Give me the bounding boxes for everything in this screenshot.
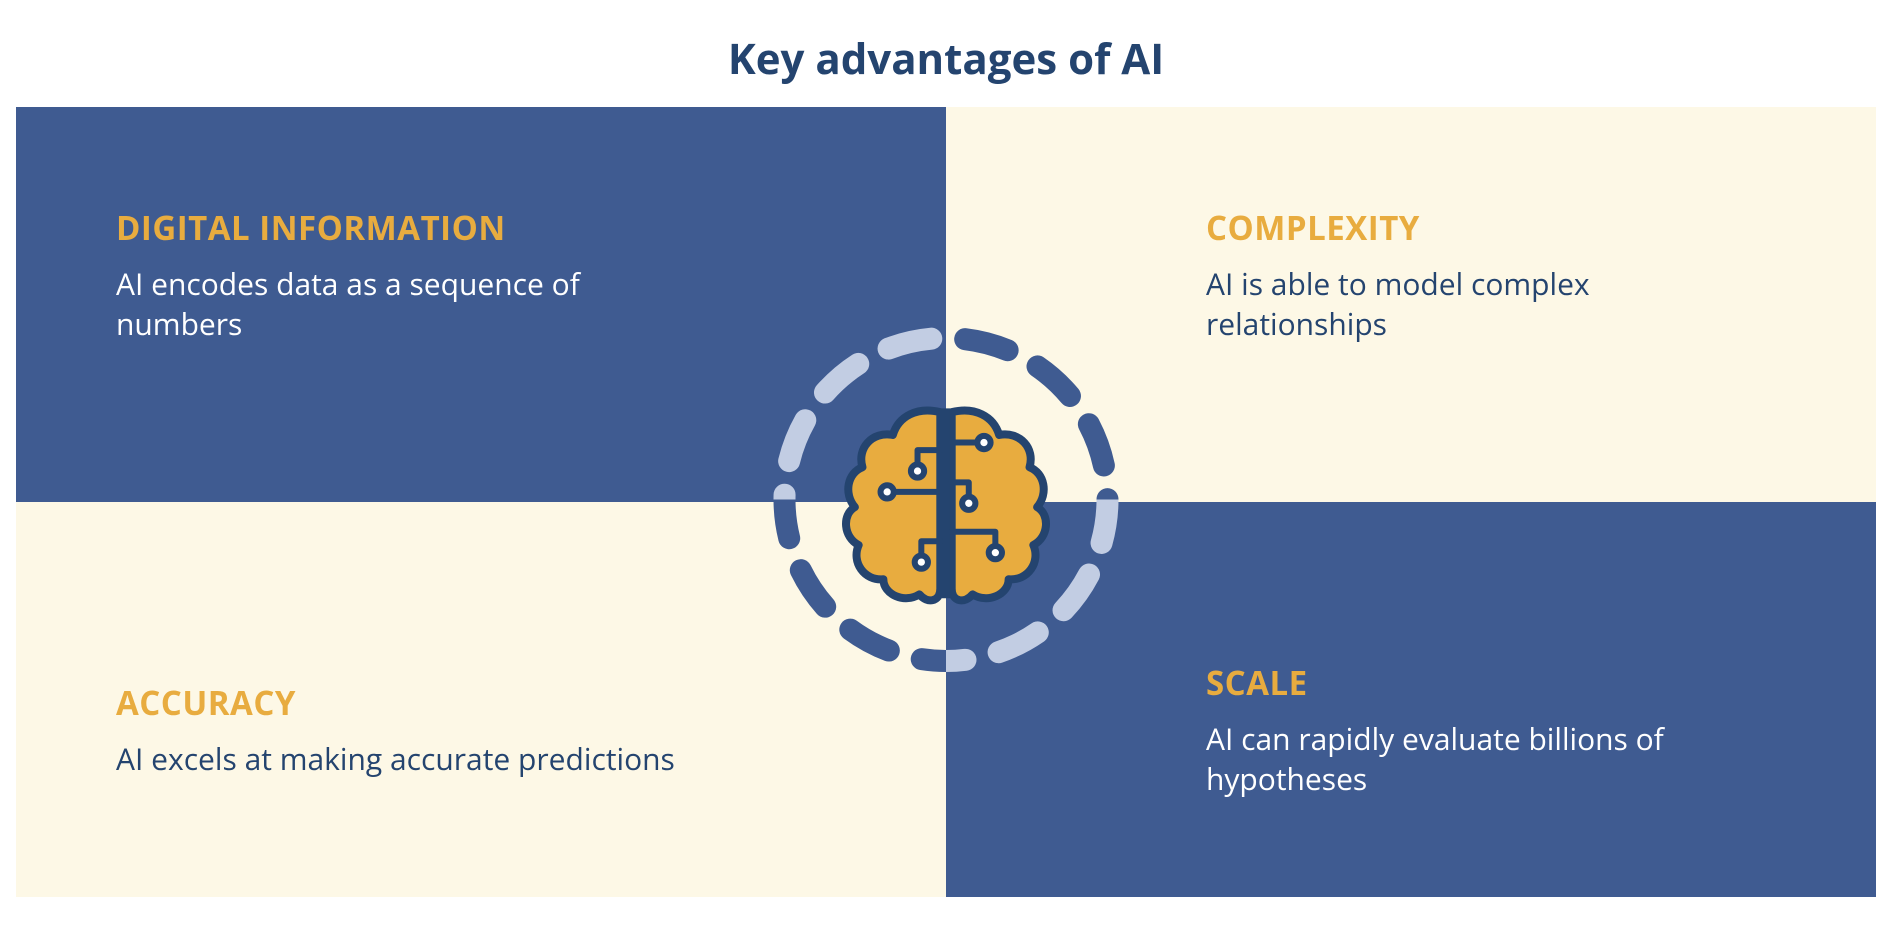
quadrant-heading: COMPLEXITY xyxy=(1206,205,1766,250)
quadrant-body: AI is able to model complex relationship… xyxy=(1206,264,1766,345)
quadrant-grid: DIGITAL INFORMATION AI encodes data as a… xyxy=(16,107,1876,897)
quadrant-heading: ACCURACY xyxy=(116,680,676,725)
quadrant-heading: SCALE xyxy=(1206,660,1766,705)
quadrant-accuracy: ACCURACY AI excels at making accurate pr… xyxy=(16,502,946,897)
page-title: Key advantages of AI xyxy=(728,30,1164,87)
quadrant-scale: SCALE AI can rapidly evaluate billions o… xyxy=(946,502,1876,897)
infographic-root: Key advantages of AI DIGITAL INFORMATION… xyxy=(0,0,1892,940)
quadrant-digital-information: DIGITAL INFORMATION AI encodes data as a… xyxy=(16,107,946,502)
quadrant-body: AI can rapidly evaluate billions of hypo… xyxy=(1206,719,1766,800)
quadrant-body: AI encodes data as a sequence of numbers xyxy=(116,264,676,345)
quadrant-heading: DIGITAL INFORMATION xyxy=(116,205,676,250)
quadrant-body: AI excels at making accurate predictions xyxy=(116,739,676,780)
quadrant-complexity: COMPLEXITY AI is able to model complex r… xyxy=(946,107,1876,502)
